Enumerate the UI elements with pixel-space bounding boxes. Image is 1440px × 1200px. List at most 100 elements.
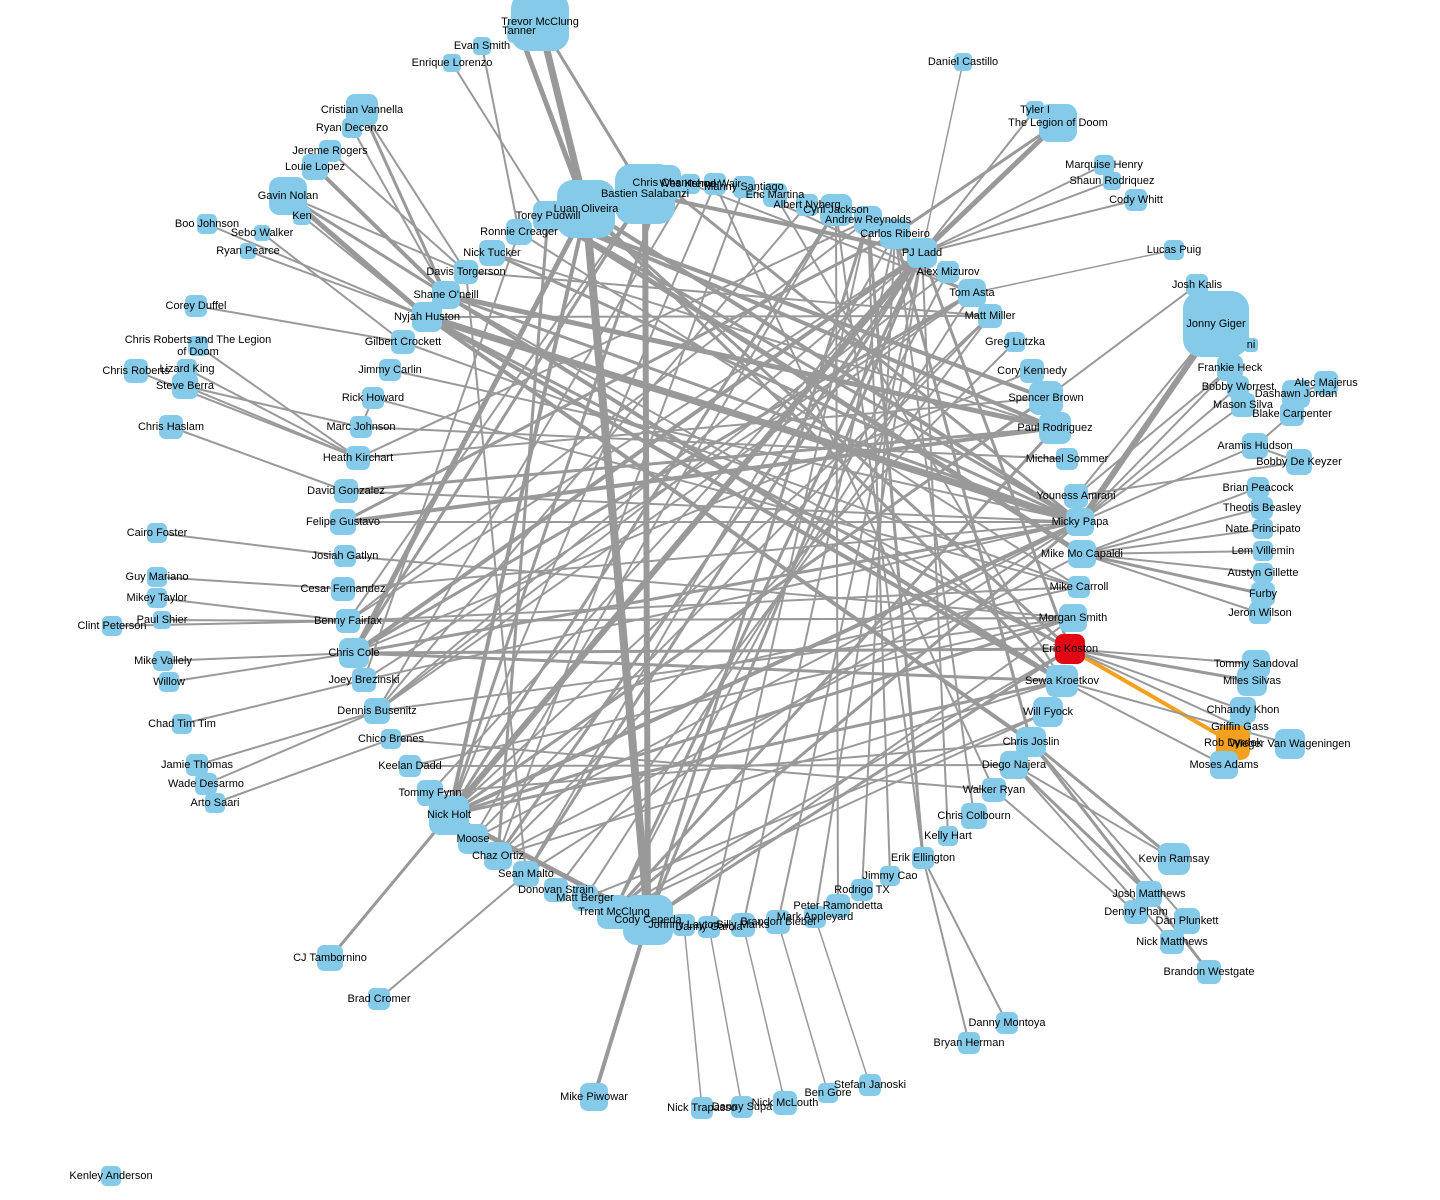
graph-node[interactable]	[147, 567, 167, 587]
graph-node[interactable]	[1197, 960, 1221, 984]
graph-node[interactable]	[1033, 697, 1063, 727]
graph-node[interactable]	[159, 672, 179, 692]
graph-node[interactable]	[851, 879, 873, 901]
graph-node[interactable]	[996, 1012, 1018, 1034]
graph-node[interactable]	[346, 446, 370, 470]
graph-node[interactable]	[937, 261, 959, 283]
graph-node[interactable]	[391, 330, 415, 354]
graph-node[interactable]	[796, 194, 818, 216]
graph-node[interactable]	[379, 359, 401, 381]
graph-node[interactable]	[454, 260, 478, 284]
graph-node[interactable]	[197, 214, 217, 234]
graph-node[interactable]	[254, 225, 270, 241]
graph-node[interactable]	[1275, 729, 1305, 759]
graph-node[interactable]	[958, 1032, 980, 1054]
graph-node[interactable]	[763, 183, 787, 207]
graph-node[interactable]	[1039, 412, 1071, 444]
graph-node[interactable]	[1286, 449, 1312, 475]
graph-node[interactable]	[1016, 727, 1046, 757]
graph-node[interactable]	[766, 910, 790, 934]
graph-node[interactable]	[1160, 930, 1184, 954]
graph-node[interactable]	[1068, 576, 1090, 598]
graph-node[interactable]	[1064, 484, 1088, 508]
graph-node[interactable]	[544, 878, 568, 902]
graph-node[interactable]	[673, 914, 695, 936]
graph-node[interactable]	[1103, 172, 1121, 190]
graph-node[interactable]	[1094, 155, 1114, 175]
graph-node[interactable]	[513, 861, 539, 887]
graph-node[interactable]	[704, 173, 726, 195]
graph-node[interactable]	[293, 207, 311, 225]
graph-node[interactable]	[399, 755, 421, 777]
graph-node[interactable]	[240, 243, 256, 259]
graph-node[interactable]	[147, 588, 167, 608]
graph-node[interactable]	[978, 304, 1002, 328]
graph-node[interactable]	[172, 714, 192, 734]
graph-node[interactable]	[186, 754, 208, 776]
graph-node[interactable]	[479, 240, 505, 266]
graph-node[interactable]	[1242, 433, 1268, 459]
graph-node[interactable]	[443, 54, 461, 72]
graph-node[interactable]	[1244, 338, 1258, 352]
graph-node[interactable]	[334, 545, 356, 567]
graph-node[interactable]	[205, 793, 225, 813]
graph-node[interactable]	[1124, 900, 1148, 924]
graph-node[interactable]	[1164, 240, 1184, 260]
graph-node[interactable]	[1314, 371, 1338, 395]
graph-node[interactable]	[368, 988, 390, 1010]
graph-node[interactable]	[938, 826, 958, 846]
graph-node[interactable]	[317, 945, 343, 971]
graph-node[interactable]	[1066, 508, 1094, 536]
graph-node[interactable]	[147, 523, 167, 543]
graph-node[interactable]	[1158, 843, 1190, 875]
graph-node[interactable]	[381, 729, 401, 749]
graph-node[interactable]	[1210, 751, 1238, 779]
graph-node[interactable]	[1029, 381, 1063, 415]
graph-node[interactable]	[102, 616, 122, 636]
graph-node[interactable]	[334, 479, 358, 503]
graph-node[interactable]	[458, 824, 488, 854]
graph-node[interactable]	[580, 1083, 608, 1111]
graph-node[interactable]	[484, 842, 512, 870]
graph-node[interactable]	[1231, 393, 1255, 417]
graph-node[interactable]	[645, 165, 681, 201]
graph-node[interactable]	[101, 1166, 121, 1186]
graph-node[interactable]	[1249, 602, 1271, 624]
graph-node[interactable]	[1247, 477, 1269, 499]
graph-node[interactable]	[362, 387, 384, 409]
graph-node[interactable]	[507, 19, 531, 43]
graph-node[interactable]	[961, 803, 987, 829]
graph-node[interactable]	[350, 416, 372, 438]
graph-node[interactable]	[623, 895, 673, 945]
graph-node[interactable]	[731, 1096, 753, 1118]
graph-node[interactable]	[773, 1091, 797, 1115]
graph-node[interactable]	[982, 778, 1006, 802]
graph-node[interactable]	[818, 1083, 838, 1103]
graph-node[interactable]	[958, 279, 986, 307]
graph-node[interactable]	[195, 773, 217, 795]
graph-node[interactable]	[1253, 541, 1273, 561]
graph-node[interactable]	[1186, 274, 1208, 296]
graph-node[interactable]	[826, 894, 850, 918]
graph-node[interactable]	[854, 206, 882, 234]
graph-node[interactable]	[733, 176, 755, 198]
graph-node[interactable]	[432, 281, 460, 309]
graph-node[interactable]	[1183, 291, 1249, 357]
graph-node[interactable]	[1253, 519, 1273, 539]
graph-node[interactable]	[159, 415, 183, 439]
graph-node[interactable]	[820, 194, 852, 226]
graph-node[interactable]	[680, 174, 700, 194]
graph-node[interactable]	[124, 359, 148, 383]
graph-node[interactable]	[336, 609, 360, 633]
graph-node[interactable]	[880, 219, 910, 249]
graph-node[interactable]	[364, 698, 390, 724]
graph-node[interactable]	[1125, 189, 1147, 211]
graph-node[interactable]	[1068, 540, 1096, 568]
graph-node[interactable]	[330, 509, 356, 535]
graph-node[interactable]	[153, 651, 173, 671]
graph-node[interactable]	[1253, 563, 1273, 583]
graph-node[interactable]	[880, 866, 900, 886]
graph-node[interactable]	[1280, 402, 1304, 426]
graph-node[interactable]	[1059, 604, 1087, 632]
graph-node[interactable]	[954, 53, 972, 71]
